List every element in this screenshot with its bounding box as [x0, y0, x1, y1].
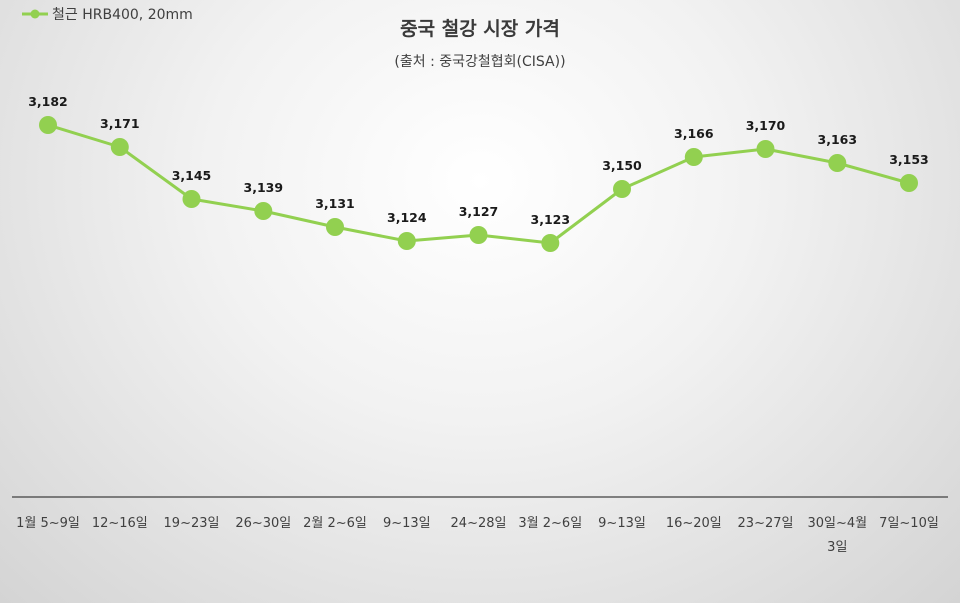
data-point: [326, 218, 344, 236]
data-label: 3,166: [674, 126, 714, 141]
series-line: [47, 123, 910, 245]
x-tick-label: 19~23일: [164, 516, 220, 531]
data-point: [397, 232, 416, 250]
data-labels: 3,182 3,171 3,145 3,139 3,131 3,124 3,127 3,123…: [28, 94, 929, 227]
data-point: [541, 234, 560, 252]
x-tick-label: 23~27일: [738, 516, 794, 531]
data-label: 3,139: [244, 180, 284, 195]
data-point: [469, 226, 488, 244]
chart-title: 중국 철강 시장 가격: [400, 18, 560, 40]
data-point: [39, 116, 57, 134]
legend-point-marker: [30, 9, 40, 19]
x-tick-label: 12~16일: [92, 516, 148, 531]
data-point: [756, 140, 775, 158]
data-point: [684, 148, 703, 166]
data-label: 3,170: [746, 118, 786, 133]
data-point: [254, 202, 273, 220]
data-label: 3,131: [315, 196, 355, 211]
data-point: [110, 138, 129, 156]
x-tick-label: 9~13일: [383, 516, 431, 531]
chart-subtitle: (출처 : 중국강철협회(CISA)): [394, 54, 565, 70]
x-tick-label: 2월 2~6일: [303, 516, 367, 531]
x-tick-label: 9~13일: [598, 516, 646, 531]
data-label: 3,124: [387, 210, 427, 225]
x-tick-label: 3월 2~6일: [518, 516, 582, 531]
data-label: 3,171: [100, 116, 140, 131]
data-point: [828, 154, 847, 172]
legend-label: 철근 HRB400, 20mm: [52, 7, 193, 23]
data-point: [182, 190, 201, 208]
series-layer: [39, 116, 918, 252]
data-label: 3,145: [172, 168, 212, 183]
x-tick-label: 1월 5~9일: [16, 516, 80, 531]
data-label: 3,150: [602, 158, 642, 173]
data-label: 3,153: [889, 152, 929, 167]
x-tick-label: 7일~10일: [879, 516, 939, 531]
data-label: 3,163: [818, 132, 858, 147]
x-tick-label: 26~30일: [235, 516, 291, 531]
x-tick-label: 24~28일: [451, 516, 507, 531]
x-tick-label: 30일~4월: [807, 516, 867, 531]
x-tick-label: 3일: [827, 540, 847, 555]
legend: 철근 HRB400, 20mm: [22, 7, 193, 23]
data-point: [900, 174, 918, 192]
x-axis-tick-labels: 1월 5~9일 12~16일 19~23일 26~30일 2월 2~6일 9~13일 24~…: [16, 516, 939, 555]
data-point: [613, 180, 631, 198]
x-tick-label: 16~20일: [666, 516, 722, 531]
data-label: 3,127: [459, 204, 499, 219]
data-label: 3,182: [28, 94, 68, 109]
data-label: 3,123: [531, 212, 571, 227]
